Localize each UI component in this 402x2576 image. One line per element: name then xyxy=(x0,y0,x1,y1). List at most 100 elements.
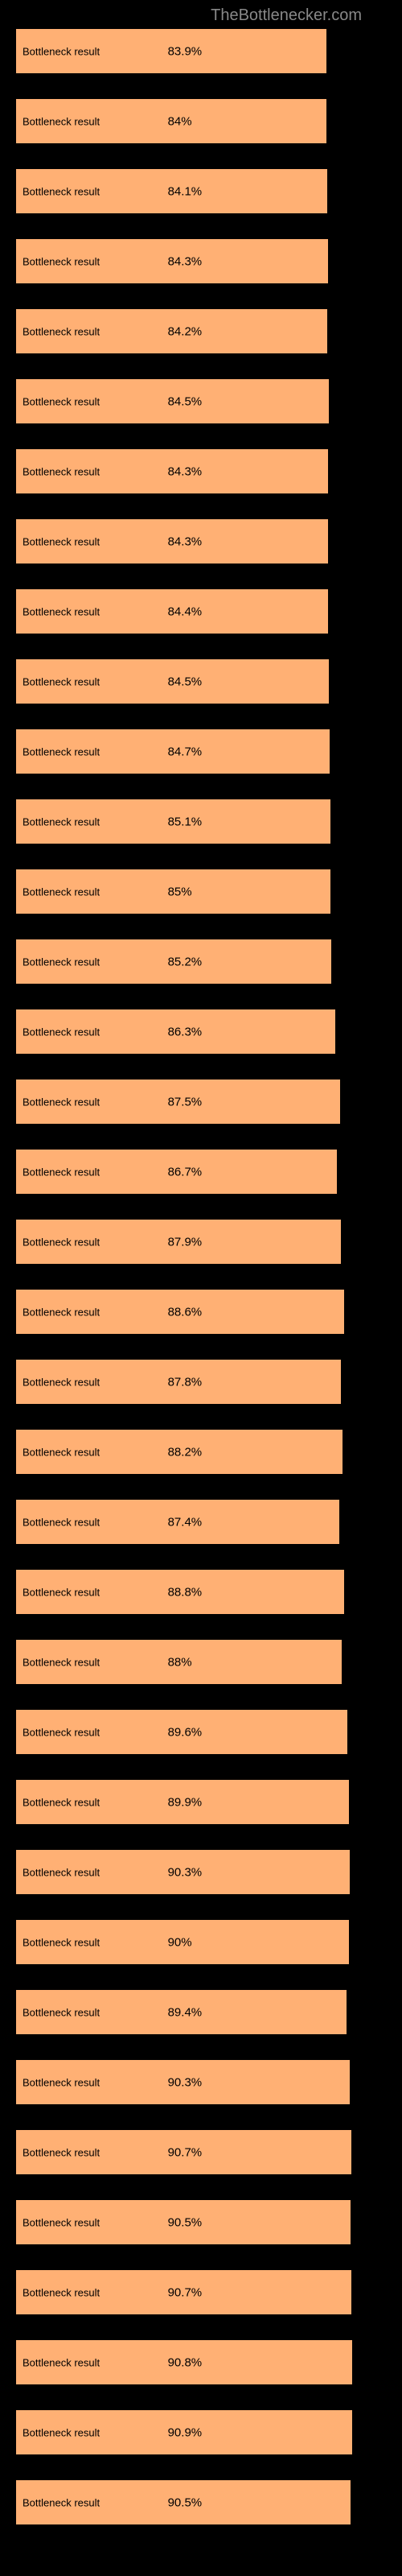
bar-label: Bottleneck result xyxy=(23,115,100,127)
bar-label: Bottleneck result xyxy=(23,2006,100,2018)
bar-wrapper: Bottleneck result87.5% xyxy=(16,1080,386,1124)
bar-value: 84.2% xyxy=(168,324,203,338)
bar-value: 87.4% xyxy=(168,1515,203,1529)
chart-row: Bottleneck result84.4% xyxy=(16,589,386,634)
bar-wrapper: Bottleneck result88% xyxy=(16,1640,386,1684)
chart-row: Bottleneck result89.9% xyxy=(16,1780,386,1824)
bar-wrapper: Bottleneck result 90.3% xyxy=(16,1850,386,1894)
bar-value: 90% xyxy=(168,1935,192,1949)
chart-row: Bottleneck result88% xyxy=(16,1640,386,1684)
bar-value: 85.1% xyxy=(168,815,203,828)
bar-label: Bottleneck result xyxy=(23,1306,100,1318)
bar-wrapper: Bottleneck result 84.3% xyxy=(16,449,386,493)
bar-value: 88.6% xyxy=(168,1305,203,1319)
chart-row: Bottleneck result83.9% xyxy=(16,29,386,73)
bar-value: 90.5% xyxy=(168,2215,203,2229)
chart-row: Bottleneck result 88.8% xyxy=(16,1570,386,1614)
bar-label: Bottleneck result xyxy=(23,956,100,968)
bar-label: Bottleneck result xyxy=(23,2426,100,2438)
chart-row: Bottleneck result 84.2% xyxy=(16,309,386,353)
bar-value: 84.4% xyxy=(168,605,203,618)
chart-row: Bottleneck result 90.9% xyxy=(16,2410,386,2454)
bar-value: 90.3% xyxy=(168,2075,203,2089)
bar-label: Bottleneck result xyxy=(23,745,100,758)
bar-label: Bottleneck result xyxy=(23,255,100,267)
chart-row: Bottleneck result 90.3% xyxy=(16,2060,386,2104)
bar-label: Bottleneck result xyxy=(23,535,100,547)
bar-label: Bottleneck result xyxy=(23,2496,100,2508)
bar-value: 84% xyxy=(168,114,192,128)
bar-value: 84.3% xyxy=(168,535,203,548)
bar-wrapper: Bottleneck result86.3% xyxy=(16,1009,386,1054)
bar-wrapper: Bottleneck result 88.6% xyxy=(16,1290,386,1334)
bar-wrapper: Bottleneck result 84.3% xyxy=(16,239,386,283)
bar-label: Bottleneck result xyxy=(23,2146,100,2158)
chart-row: Bottleneck result90.7% xyxy=(16,2270,386,2314)
chart-row: Bottleneck result 90% xyxy=(16,1920,386,1964)
bar-label: Bottleneck result xyxy=(23,1936,100,1948)
bar-label: Bottleneck result xyxy=(23,1026,100,1038)
bar-wrapper: Bottleneck result 84.5% xyxy=(16,379,386,423)
chart-row: Bottleneck result 85.2% xyxy=(16,939,386,984)
chart-row: Bottleneck result 84.3% xyxy=(16,519,386,564)
bar-value: 89.6% xyxy=(168,1725,203,1739)
bar-value: 90.9% xyxy=(168,2425,203,2439)
bar-value: 88.8% xyxy=(168,1585,203,1599)
bar-value: 85% xyxy=(168,885,192,898)
chart-row: Bottleneck result 90.5% xyxy=(16,2480,386,2524)
bar-label: Bottleneck result xyxy=(23,1516,100,1528)
bar-label: Bottleneck result xyxy=(23,675,100,687)
bar-label: Bottleneck result xyxy=(23,1866,100,1878)
bar-wrapper: Bottleneck result89.6% xyxy=(16,1710,386,1754)
bar-label: Bottleneck result xyxy=(23,1586,100,1598)
bar-wrapper: Bottleneck result 85.2% xyxy=(16,939,386,984)
bar-label: Bottleneck result xyxy=(23,395,100,407)
bar-label: Bottleneck result xyxy=(23,2356,100,2368)
bar-wrapper: Bottleneck result 84.2% xyxy=(16,309,386,353)
chart-row: Bottleneck result 85% xyxy=(16,869,386,914)
bar-wrapper: Bottleneck result 90.5% xyxy=(16,2480,386,2524)
bar-label: Bottleneck result xyxy=(23,465,100,477)
bar-value: 84.3% xyxy=(168,464,203,478)
bar-value: 87.8% xyxy=(168,1375,203,1389)
bar-wrapper: Bottleneck result 87.8% xyxy=(16,1360,386,1404)
bar-label: Bottleneck result xyxy=(23,1166,100,1178)
site-title: TheBottlenecker.com xyxy=(211,6,362,24)
chart-row: Bottleneck result 84.7% xyxy=(16,729,386,774)
bar-wrapper: Bottleneck result84.5% xyxy=(16,659,386,704)
bar-value: 87.9% xyxy=(168,1235,203,1249)
bar-value: 90.5% xyxy=(168,2496,203,2509)
bar-wrapper: Bottleneck result84.4% xyxy=(16,589,386,634)
chart-row: Bottleneck result85.1% xyxy=(16,799,386,844)
bar-label: Bottleneck result xyxy=(23,45,100,57)
bar-wrapper: Bottleneck result 90.5% xyxy=(16,2200,386,2244)
bar-value: 84.3% xyxy=(168,254,203,268)
bar-label: Bottleneck result xyxy=(23,886,100,898)
bar-label: Bottleneck result xyxy=(23,1376,100,1388)
bar-value: 84.5% xyxy=(168,394,203,408)
bar-label: Bottleneck result xyxy=(23,2286,100,2298)
chart-row: Bottleneck result 90.3% xyxy=(16,1850,386,1894)
bar-value: 85.2% xyxy=(168,955,203,968)
bar-value: 87.5% xyxy=(168,1095,203,1108)
bar-wrapper: Bottleneck result 88.8% xyxy=(16,1570,386,1614)
chart-row: Bottleneck result 87.8% xyxy=(16,1360,386,1404)
bar-value: 90.8% xyxy=(168,2355,203,2369)
bar-label: Bottleneck result xyxy=(23,185,100,197)
bar-wrapper: Bottleneck result 84% xyxy=(16,99,386,143)
bar-value: 88% xyxy=(168,1655,192,1669)
bar-wrapper: Bottleneck result84.1% xyxy=(16,169,386,213)
site-header: TheBottlenecker.com xyxy=(0,0,402,29)
bar-label: Bottleneck result xyxy=(23,2076,100,2088)
bar-value: 84.7% xyxy=(168,745,203,758)
bar-label: Bottleneck result xyxy=(23,325,100,337)
chart-row: Bottleneck result 90.8% xyxy=(16,2340,386,2384)
chart-row: Bottleneck result89.4% xyxy=(16,1990,386,2034)
bar-label: Bottleneck result xyxy=(23,1446,100,1458)
bar-label: Bottleneck result xyxy=(23,2216,100,2228)
chart-row: Bottleneck result89.6% xyxy=(16,1710,386,1754)
bar-wrapper: Bottleneck result 84.7% xyxy=(16,729,386,774)
chart-row: Bottleneck result90.7% xyxy=(16,2130,386,2174)
bar-value: 90.3% xyxy=(168,1865,203,1879)
bar-value: 89.9% xyxy=(168,1795,203,1809)
